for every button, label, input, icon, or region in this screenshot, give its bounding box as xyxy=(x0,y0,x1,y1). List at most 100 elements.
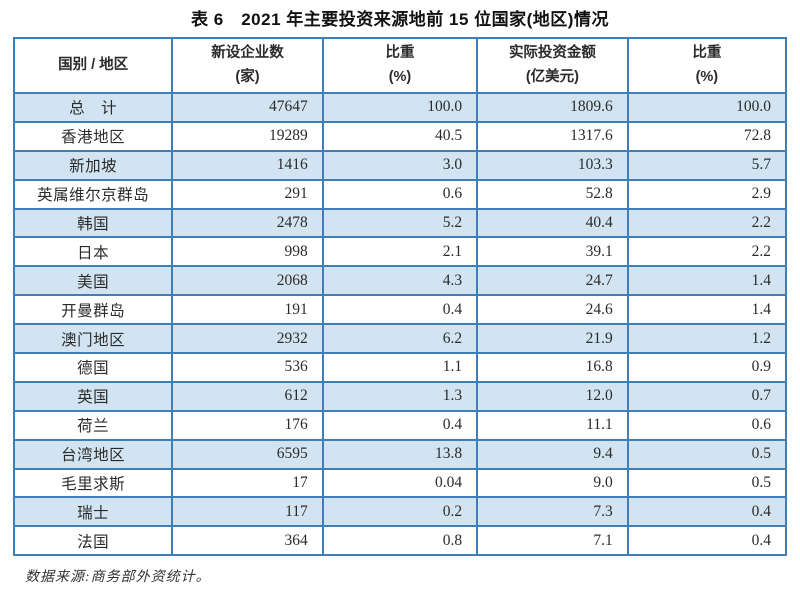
header-investment-share-line2: (%) xyxy=(695,68,719,85)
investment-amount-cell: 103.3 xyxy=(476,149,629,181)
header-enterprise-share-line2: (%) xyxy=(388,68,412,85)
enterprise-share-cell: 0.04 xyxy=(321,467,479,499)
new-enterprises-cell: 364 xyxy=(171,525,324,557)
region-cell: 台湾地区 xyxy=(12,438,174,470)
region-cell: 日本 xyxy=(12,236,174,268)
investment-share-cell: 2.2 xyxy=(626,207,788,239)
investment-amount-cell: 1809.6 xyxy=(476,92,629,123)
enterprise-share-cell: 0.8 xyxy=(321,525,479,557)
investment-share-cell: 1.4 xyxy=(626,294,788,326)
region-cell: 美国 xyxy=(12,265,174,297)
investment-amount-cell: 7.3 xyxy=(476,496,629,528)
investment-share-cell: 2.2 xyxy=(626,236,788,268)
investment-share-cell: 0.4 xyxy=(626,525,788,557)
header-investment-amount-line1: 实际投资金额 xyxy=(508,44,596,61)
header-enterprise-share-line1: 比重 xyxy=(385,44,415,61)
new-enterprises-cell: 17 xyxy=(171,467,324,499)
investment-sources-table: 国别 / 地区 新设企业数 (家) 比重 (%) 实际投资金额 (亿美元) xyxy=(12,37,788,557)
new-enterprises-cell: 191 xyxy=(171,294,324,326)
region-cell: 澳门地区 xyxy=(12,323,174,355)
header-new-enterprises-line1: 新设企业数 xyxy=(211,44,284,61)
header-enterprise-share: 比重 (%) xyxy=(321,37,479,94)
new-enterprises-cell: 536 xyxy=(171,352,324,383)
enterprise-share-cell: 13.8 xyxy=(321,438,479,470)
enterprise-share-cell: 0.2 xyxy=(321,496,479,528)
table-row: 日本 998 2.1 39.1 2.2 xyxy=(12,236,788,268)
table-row: 开曼群岛 191 0.4 24.6 1.4 xyxy=(12,294,788,326)
enterprise-share-cell: 0.6 xyxy=(321,178,479,210)
investment-share-cell: 1.2 xyxy=(626,323,788,355)
header-investment-amount: 实际投资金额 (亿美元) xyxy=(476,37,629,94)
investment-amount-cell: 9.4 xyxy=(476,438,629,470)
header-row: 国别 / 地区 新设企业数 (家) 比重 (%) 实际投资金额 (亿美元) xyxy=(12,37,788,94)
table-row: 法国 364 0.8 7.1 0.4 xyxy=(12,525,788,557)
table-row: 荷兰 176 0.4 11.1 0.6 xyxy=(12,409,788,441)
header-region: 国别 / 地区 xyxy=(12,37,174,94)
new-enterprises-cell: 1416 xyxy=(171,149,324,181)
enterprise-share-cell: 6.2 xyxy=(321,323,479,355)
new-enterprises-cell: 47647 xyxy=(171,92,324,123)
region-cell: 德国 xyxy=(12,352,174,383)
enterprise-share-cell: 40.5 xyxy=(321,120,479,152)
investment-amount-cell: 24.7 xyxy=(476,265,629,297)
investment-share-cell: 0.5 xyxy=(626,467,788,499)
new-enterprises-cell: 117 xyxy=(171,496,324,528)
enterprise-share-cell: 0.4 xyxy=(321,409,479,441)
investment-amount-cell: 39.1 xyxy=(476,236,629,268)
table-row: 英国 612 1.3 12.0 0.7 xyxy=(12,380,788,412)
table-row: 韩国 2478 5.2 40.4 2.2 xyxy=(12,207,788,239)
investment-share-cell: 100.0 xyxy=(626,92,788,123)
header-investment-share-line1: 比重 xyxy=(692,44,722,61)
enterprise-share-cell: 2.1 xyxy=(321,236,479,268)
region-cell: 法国 xyxy=(12,525,174,557)
header-new-enterprises: 新设企业数 (家) xyxy=(171,37,324,94)
region-cell: 新加坡 xyxy=(12,149,174,181)
table-row: 台湾地区 6595 13.8 9.4 0.5 xyxy=(12,438,788,470)
investment-amount-cell: 7.1 xyxy=(476,525,629,557)
region-cell: 英国 xyxy=(12,380,174,412)
region-cell: 总 计 xyxy=(12,92,174,123)
enterprise-share-cell: 3.0 xyxy=(321,149,479,181)
investment-share-cell: 0.9 xyxy=(626,352,788,383)
region-cell: 香港地区 xyxy=(12,120,174,152)
enterprise-share-cell: 100.0 xyxy=(321,92,479,123)
new-enterprises-cell: 2068 xyxy=(171,265,324,297)
header-investment-amount-line2: (亿美元) xyxy=(525,68,580,85)
table-header: 国别 / 地区 新设企业数 (家) 比重 (%) 实际投资金额 (亿美元) xyxy=(12,37,788,94)
investment-amount-cell: 1317.6 xyxy=(476,120,629,152)
investment-amount-cell: 52.8 xyxy=(476,178,629,210)
region-cell: 毛里求斯 xyxy=(12,467,174,499)
table-row: 瑞士 117 0.2 7.3 0.4 xyxy=(12,496,788,528)
investment-amount-cell: 11.1 xyxy=(476,409,629,441)
enterprise-share-cell: 5.2 xyxy=(321,207,479,239)
investment-share-cell: 0.6 xyxy=(626,409,788,441)
investment-amount-cell: 24.6 xyxy=(476,294,629,326)
investment-share-cell: 72.8 xyxy=(626,120,788,152)
table-row: 英属维尔京群岛 291 0.6 52.8 2.9 xyxy=(12,178,788,210)
new-enterprises-cell: 998 xyxy=(171,236,324,268)
table-title: 表 6 2021 年主要投资来源地前 15 位国家(地区)情况 xyxy=(191,10,609,29)
investment-share-cell: 1.4 xyxy=(626,265,788,297)
new-enterprises-cell: 612 xyxy=(171,380,324,412)
source-note: 数据来源:商务部外资统计。 xyxy=(25,570,211,586)
table-row: 香港地区 19289 40.5 1317.6 72.8 xyxy=(12,120,788,152)
investment-amount-cell: 16.8 xyxy=(476,352,629,383)
investment-amount-cell: 21.9 xyxy=(476,323,629,355)
region-cell: 瑞士 xyxy=(12,496,174,528)
statistics-table-wrap: 国别 / 地区 新设企业数 (家) 比重 (%) 实际投资金额 (亿美元) xyxy=(12,37,788,557)
table-body: 总 计 47647 100.0 1809.6 100.0 香港地区 19289 40.5 131… xyxy=(12,92,788,557)
new-enterprises-cell: 6595 xyxy=(171,438,324,470)
region-cell: 开曼群岛 xyxy=(12,294,174,326)
enterprise-share-cell: 0.4 xyxy=(321,294,479,326)
region-cell: 韩国 xyxy=(12,207,174,239)
region-cell: 荷兰 xyxy=(12,409,174,441)
table-row: 美国 2068 4.3 24.7 1.4 xyxy=(12,265,788,297)
enterprise-share-cell: 1.1 xyxy=(321,352,479,383)
new-enterprises-cell: 19289 xyxy=(171,120,324,152)
investment-share-cell: 0.5 xyxy=(626,438,788,470)
header-investment-share: 比重 (%) xyxy=(626,37,788,94)
investment-share-cell: 5.7 xyxy=(626,149,788,181)
investment-amount-cell: 12.0 xyxy=(476,380,629,412)
investment-amount-cell: 9.0 xyxy=(476,467,629,499)
